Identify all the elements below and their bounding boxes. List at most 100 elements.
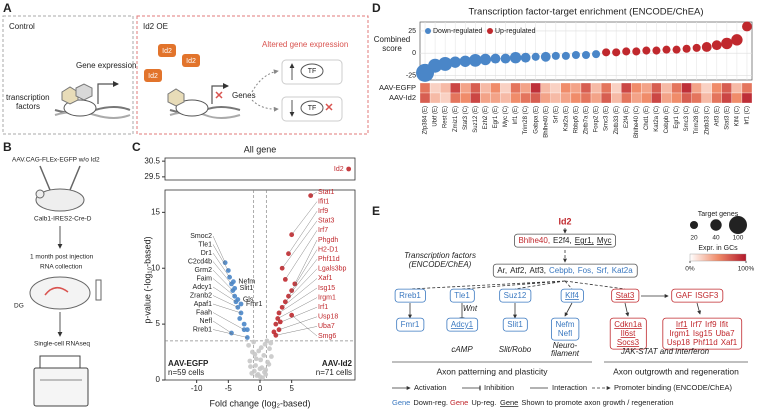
legend-label: Shown to promote axon growth / regenerat… [521,398,673,407]
bubble [662,45,671,54]
heat-cell [490,82,501,94]
y-tick-label: 5 [156,319,161,328]
point [247,358,253,364]
legend-label: Promoter binding (ENCODE/ChEA) [614,383,732,392]
bubble [509,52,522,64]
point-label: Gls [243,296,254,303]
heat-cell [621,92,632,104]
tf-icon: TF [308,105,317,112]
category-label: Stat3 (E) [724,106,730,130]
gene-box: Tle1 [454,291,470,300]
chart-title: Transcription factor-target enrichment (… [468,7,703,18]
heat-cell [600,92,612,104]
group-count: n=71 cells [316,368,352,377]
heat-cell [450,82,461,94]
bubble [490,53,501,64]
leader-line [212,278,235,297]
gene: Isg15 [693,329,713,338]
gene: Irgm1 [669,329,690,338]
point [257,366,263,372]
point-label: Smg6 [318,333,336,340]
heat-cell [661,92,672,104]
box-outline [609,317,647,350]
gene: Il6st [621,329,636,338]
category-label: Myc (C) [503,106,509,127]
panel-label: E [372,204,380,218]
plot-frame-upper [164,157,356,181]
heat-cell [631,92,642,104]
point-label: Stat1 [318,189,334,196]
point [253,356,259,362]
id2-node: Id2 [558,216,571,226]
pathway-label: Slit/Robo [499,345,532,354]
leader-line [278,287,318,314]
bubble [731,34,743,46]
heat-cell [701,92,712,104]
leader-line [212,252,230,278]
point [235,297,241,302]
point [246,342,252,348]
colorbar [689,253,747,262]
region-label: DG [14,303,24,310]
tf-icon: TF [308,68,317,75]
point-label: H2-D1 [318,246,338,253]
category-label: Zbtb33 (C) [704,106,710,135]
legend-label: Activation [414,383,447,392]
category-label: Zmiz1 (E) [453,106,459,132]
leader-line [291,201,318,235]
bubble [672,45,681,54]
y-tick-label: 0 [156,375,161,384]
panel-e-connections [392,228,748,363]
heat-cell [631,82,642,94]
x-axis-label: Fold change (log₂-based) [209,398,310,408]
box-outline [499,288,532,303]
group-label: AAV-EGFP [168,359,209,368]
category-label: Egr1 (E) [493,106,499,128]
gene: ISGF3 [695,291,719,300]
sequencer-icon [33,355,89,407]
point-label: Stat3 [318,218,334,225]
bubble [531,52,540,61]
point-label: C2cd4b [188,258,212,265]
category-label: Chd1 (E) [644,106,650,130]
gene: Adcy1 [451,320,474,329]
colorbar-title: Expr. in GCs [698,245,738,252]
bubble [682,44,691,53]
point [268,340,274,346]
gene: Fos, [578,266,594,275]
bubble [500,53,511,64]
point [244,327,250,333]
bubble [622,47,631,56]
box-outline [394,288,426,303]
heat-cell [550,92,561,104]
bubble [459,55,471,67]
panel-label: B [3,140,12,154]
y-tick-label: 10 [151,263,160,272]
gene-line: Rreb1 [399,291,421,300]
point [277,319,283,325]
point [308,193,314,198]
mouse-line: Calb1-IRES2-Cre-D [34,216,92,223]
gene: E2f4, [553,236,572,245]
heat-cell [419,82,431,94]
point [267,346,272,352]
point-label: Slit1 [240,285,254,292]
leader-line [212,329,248,338]
point [235,304,241,310]
size-legend-bubble [729,216,747,234]
point [258,357,264,363]
gene: Socs3 [617,338,640,347]
altered-expression: Altered gene expression [262,40,348,49]
point-label: Ifit1 [318,198,329,205]
heat-cell [691,92,702,104]
heat-cell [550,82,561,94]
leader-line [285,230,318,280]
leader-line [277,297,318,319]
heat-cell [540,82,551,94]
heat-cell [651,82,662,94]
heat-cell [460,82,471,94]
leader-line [291,249,318,291]
leader-line [282,278,318,308]
control-box [2,15,134,135]
heat-cell [651,92,662,104]
